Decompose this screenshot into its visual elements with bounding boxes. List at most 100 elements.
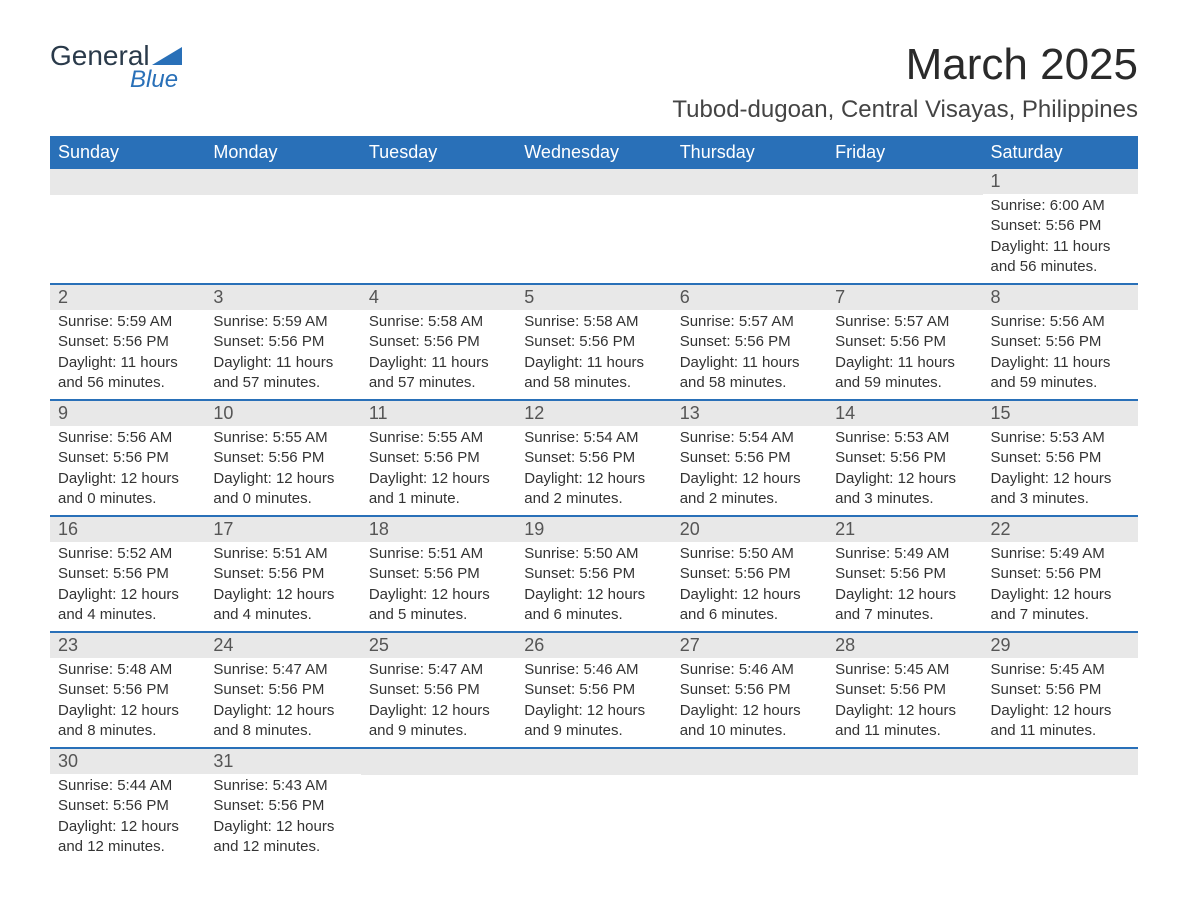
- sunrise-text: Sunrise: 5:57 AM: [835, 312, 974, 332]
- day-cell: 19Sunrise: 5:50 AMSunset: 5:56 PMDayligh…: [516, 517, 671, 631]
- day-cell: [205, 169, 360, 283]
- day-cell: 24Sunrise: 5:47 AMSunset: 5:56 PMDayligh…: [205, 633, 360, 747]
- daylight-text-1: Daylight: 12 hours: [680, 701, 819, 721]
- day-number: 5: [516, 285, 671, 310]
- day-number: 18: [361, 517, 516, 542]
- sunrise-text: Sunrise: 5:47 AM: [213, 660, 352, 680]
- sunrise-text: Sunrise: 6:00 AM: [991, 196, 1130, 216]
- daylight-text-2: and 11 minutes.: [835, 721, 974, 741]
- sunset-text: Sunset: 5:56 PM: [58, 448, 197, 468]
- day-cell: 11Sunrise: 5:55 AMSunset: 5:56 PMDayligh…: [361, 401, 516, 515]
- day-number: 23: [50, 633, 205, 658]
- day-content: Sunrise: 5:54 AMSunset: 5:56 PMDaylight:…: [672, 426, 827, 515]
- day-number: 19: [516, 517, 671, 542]
- daylight-text-2: and 10 minutes.: [680, 721, 819, 741]
- day-cell: 10Sunrise: 5:55 AMSunset: 5:56 PMDayligh…: [205, 401, 360, 515]
- day-cell: 5Sunrise: 5:58 AMSunset: 5:56 PMDaylight…: [516, 285, 671, 399]
- daylight-text-2: and 8 minutes.: [58, 721, 197, 741]
- day-cell: 17Sunrise: 5:51 AMSunset: 5:56 PMDayligh…: [205, 517, 360, 631]
- day-content: Sunrise: 5:49 AMSunset: 5:56 PMDaylight:…: [827, 542, 982, 631]
- logo: General Blue: [50, 40, 182, 94]
- weekday-cell: Tuesday: [361, 136, 516, 169]
- weekday-cell: Friday: [827, 136, 982, 169]
- day-cell: 15Sunrise: 5:53 AMSunset: 5:56 PMDayligh…: [983, 401, 1138, 515]
- day-cell: [361, 169, 516, 283]
- sunset-text: Sunset: 5:56 PM: [213, 332, 352, 352]
- daylight-text-1: Daylight: 12 hours: [58, 701, 197, 721]
- daylight-text-2: and 12 minutes.: [58, 837, 197, 857]
- day-cell: [516, 169, 671, 283]
- sunset-text: Sunset: 5:56 PM: [213, 448, 352, 468]
- daylight-text-1: Daylight: 12 hours: [369, 469, 508, 489]
- day-content: Sunrise: 5:43 AMSunset: 5:56 PMDaylight:…: [205, 774, 360, 863]
- week-row: 23Sunrise: 5:48 AMSunset: 5:56 PMDayligh…: [50, 633, 1138, 749]
- day-content: Sunrise: 5:47 AMSunset: 5:56 PMDaylight:…: [205, 658, 360, 747]
- sunrise-text: Sunrise: 5:48 AM: [58, 660, 197, 680]
- day-cell: 14Sunrise: 5:53 AMSunset: 5:56 PMDayligh…: [827, 401, 982, 515]
- day-number: 11: [361, 401, 516, 426]
- day-content: Sunrise: 6:00 AMSunset: 5:56 PMDaylight:…: [983, 194, 1138, 283]
- sunset-text: Sunset: 5:56 PM: [58, 564, 197, 584]
- daylight-text-2: and 6 minutes.: [680, 605, 819, 625]
- day-content: Sunrise: 5:53 AMSunset: 5:56 PMDaylight:…: [983, 426, 1138, 515]
- daylight-text-1: Daylight: 11 hours: [680, 353, 819, 373]
- sunrise-text: Sunrise: 5:56 AM: [58, 428, 197, 448]
- day-content: Sunrise: 5:54 AMSunset: 5:56 PMDaylight:…: [516, 426, 671, 515]
- sunset-text: Sunset: 5:56 PM: [524, 448, 663, 468]
- day-cell: 8Sunrise: 5:56 AMSunset: 5:56 PMDaylight…: [983, 285, 1138, 399]
- day-content: Sunrise: 5:49 AMSunset: 5:56 PMDaylight:…: [983, 542, 1138, 631]
- sunrise-text: Sunrise: 5:56 AM: [991, 312, 1130, 332]
- week-row: 1Sunrise: 6:00 AMSunset: 5:56 PMDaylight…: [50, 169, 1138, 285]
- sunset-text: Sunset: 5:56 PM: [213, 680, 352, 700]
- daylight-text-2: and 3 minutes.: [835, 489, 974, 509]
- day-cell: 9Sunrise: 5:56 AMSunset: 5:56 PMDaylight…: [50, 401, 205, 515]
- daylight-text-2: and 56 minutes.: [991, 257, 1130, 277]
- day-cell: 31Sunrise: 5:43 AMSunset: 5:56 PMDayligh…: [205, 749, 360, 863]
- weekday-cell: Wednesday: [516, 136, 671, 169]
- sunrise-text: Sunrise: 5:51 AM: [213, 544, 352, 564]
- day-cell: 6Sunrise: 5:57 AMSunset: 5:56 PMDaylight…: [672, 285, 827, 399]
- daylight-text-1: Daylight: 12 hours: [369, 701, 508, 721]
- daylight-text-2: and 57 minutes.: [213, 373, 352, 393]
- day-content: Sunrise: 5:53 AMSunset: 5:56 PMDaylight:…: [827, 426, 982, 515]
- day-cell: 21Sunrise: 5:49 AMSunset: 5:56 PMDayligh…: [827, 517, 982, 631]
- daylight-text-1: Daylight: 12 hours: [369, 585, 508, 605]
- daylight-text-2: and 57 minutes.: [369, 373, 508, 393]
- day-content: Sunrise: 5:59 AMSunset: 5:56 PMDaylight:…: [205, 310, 360, 399]
- sunset-text: Sunset: 5:56 PM: [369, 564, 508, 584]
- sunset-text: Sunset: 5:56 PM: [991, 448, 1130, 468]
- daylight-text-2: and 59 minutes.: [991, 373, 1130, 393]
- daylight-text-1: Daylight: 11 hours: [835, 353, 974, 373]
- sunrise-text: Sunrise: 5:46 AM: [524, 660, 663, 680]
- day-cell: 4Sunrise: 5:58 AMSunset: 5:56 PMDaylight…: [361, 285, 516, 399]
- day-number: 17: [205, 517, 360, 542]
- day-cell: [672, 169, 827, 283]
- day-cell: 2Sunrise: 5:59 AMSunset: 5:56 PMDaylight…: [50, 285, 205, 399]
- daylight-text-2: and 7 minutes.: [991, 605, 1130, 625]
- day-content: Sunrise: 5:52 AMSunset: 5:56 PMDaylight:…: [50, 542, 205, 631]
- sunset-text: Sunset: 5:56 PM: [991, 216, 1130, 236]
- day-content: Sunrise: 5:58 AMSunset: 5:56 PMDaylight:…: [516, 310, 671, 399]
- day-content: Sunrise: 5:47 AMSunset: 5:56 PMDaylight:…: [361, 658, 516, 747]
- day-cell: [516, 749, 671, 863]
- empty-daynum-bar: [672, 749, 827, 775]
- day-cell: [50, 169, 205, 283]
- daylight-text-1: Daylight: 11 hours: [369, 353, 508, 373]
- sunrise-text: Sunrise: 5:45 AM: [991, 660, 1130, 680]
- day-number: 1: [983, 169, 1138, 194]
- daylight-text-1: Daylight: 12 hours: [991, 701, 1130, 721]
- day-content: Sunrise: 5:55 AMSunset: 5:56 PMDaylight:…: [205, 426, 360, 515]
- daylight-text-1: Daylight: 11 hours: [213, 353, 352, 373]
- sunrise-text: Sunrise: 5:46 AM: [680, 660, 819, 680]
- day-number: 26: [516, 633, 671, 658]
- sunset-text: Sunset: 5:56 PM: [835, 448, 974, 468]
- sunset-text: Sunset: 5:56 PM: [991, 680, 1130, 700]
- sunrise-text: Sunrise: 5:54 AM: [524, 428, 663, 448]
- daylight-text-1: Daylight: 12 hours: [835, 701, 974, 721]
- daylight-text-2: and 2 minutes.: [680, 489, 819, 509]
- day-content: Sunrise: 5:55 AMSunset: 5:56 PMDaylight:…: [361, 426, 516, 515]
- daylight-text-2: and 2 minutes.: [524, 489, 663, 509]
- sunrise-text: Sunrise: 5:53 AM: [991, 428, 1130, 448]
- sunset-text: Sunset: 5:56 PM: [680, 680, 819, 700]
- sunrise-text: Sunrise: 5:57 AM: [680, 312, 819, 332]
